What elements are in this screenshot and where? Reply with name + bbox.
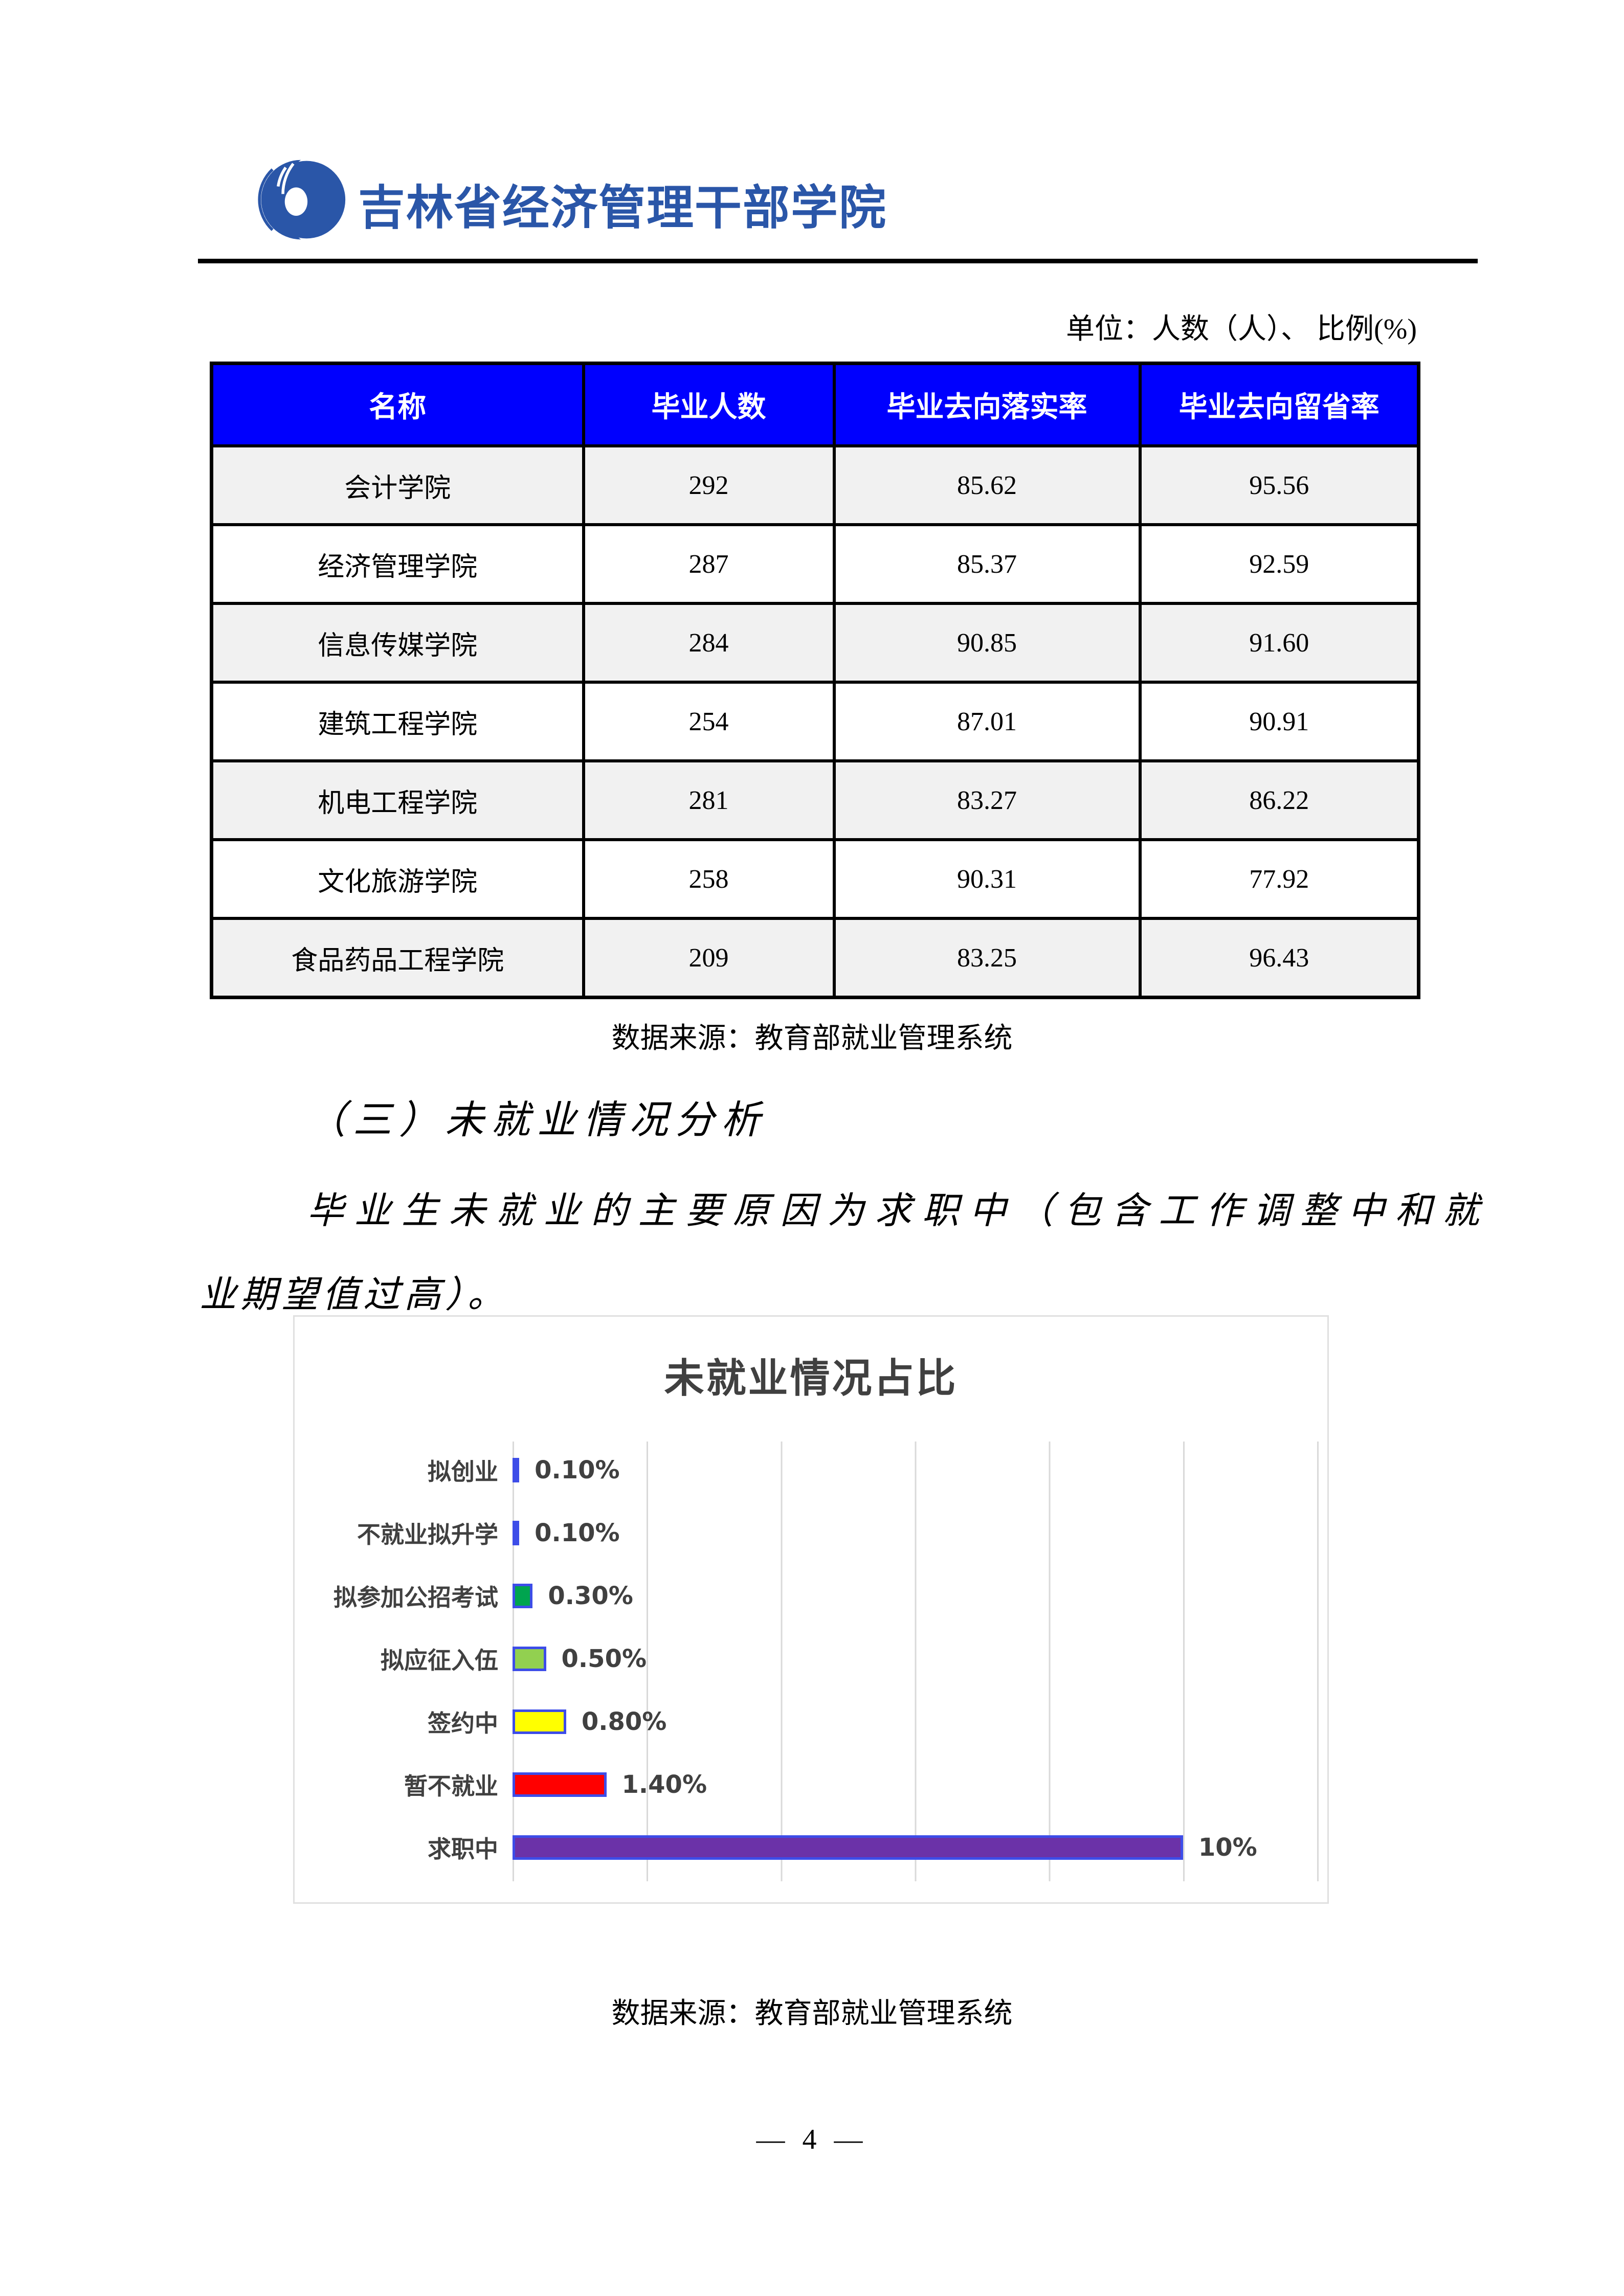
table-column-header: 毕业去向留省率 [1138, 362, 1420, 447]
table-cell: 254 [582, 681, 836, 762]
paragraph-line: 毕业生未就业的主要原因为求职中（包含工作调整中和就 [307, 1190, 1479, 1231]
graduates-table: 名称 毕业人数 毕业去向落实率 毕业去向留省率 会计学院 292 85.62 95.56 经济… [210, 362, 1420, 999]
paragraph-line: 业期望值过高）。 [199, 1274, 509, 1315]
bar-category-label: 签约中 [428, 1709, 498, 1737]
table-header-row: 名称 毕业人数 毕业去向落实率 毕业去向留省率 [210, 362, 1420, 447]
table-row: 食品药品工程学院 209 83.25 96.43 [210, 917, 1420, 999]
table-cell: 建筑工程学院 [210, 681, 585, 762]
table-row: 文化旅游学院 258 90.31 77.92 [210, 838, 1420, 920]
table-row: 经济管理学院 287 85.37 92.59 [210, 523, 1420, 605]
bar-category-label: 不就业拟升学 [357, 1521, 498, 1548]
bar [513, 1772, 607, 1797]
chart-title: 未就业情况占比 [664, 1356, 958, 1402]
bar [513, 1458, 520, 1482]
unit-note: 单位：人数（人）、 比例(%) [1066, 313, 1417, 345]
bar-row-5: 签约中 0.80% [295, 1705, 666, 1738]
bar-value-label: 0.10% [535, 1456, 620, 1484]
table-row: 信息传媒学院 284 90.85 91.60 [210, 602, 1420, 684]
table-cell: 机电工程学院 [210, 759, 585, 841]
bar [513, 1835, 1183, 1860]
section-heading: （三）未就业情况分析 [307, 1099, 767, 1142]
bar-row-3: 拟参加公招考试 0.30% [295, 1580, 633, 1612]
chart-gridlines [513, 1442, 1319, 1881]
table-cell: 85.37 [832, 523, 1142, 605]
bar-row-7: 求职中 10% [295, 1831, 1257, 1864]
table-row: 建筑工程学院 254 87.01 90.91 [210, 681, 1420, 762]
table-cell: 信息传媒学院 [210, 602, 585, 684]
table-cell: 87.01 [832, 681, 1142, 762]
bar-value-label: 1.40% [621, 1770, 707, 1799]
bar [513, 1647, 546, 1671]
bar [513, 1709, 566, 1734]
table-source-note: 数据来源：教育部就业管理系统 [611, 1023, 1013, 1054]
bar-category-label: 拟参加公招考试 [333, 1584, 498, 1611]
table-cell: 85.62 [832, 444, 1142, 526]
table-column-header: 毕业人数 [582, 362, 836, 447]
table-cell: 77.92 [1138, 838, 1420, 920]
bar-value-label: 0.10% [535, 1519, 620, 1547]
bar-row-2: 不就业拟升学 0.10% [295, 1517, 620, 1549]
table-cell: 83.25 [832, 917, 1142, 999]
table-cell: 90.91 [1138, 681, 1420, 762]
bar-category-label: 求职中 [428, 1835, 498, 1863]
table-cell: 92.59 [1138, 523, 1420, 605]
table-cell: 83.27 [832, 759, 1142, 841]
table-cell: 文化旅游学院 [210, 838, 585, 920]
table-column-header: 毕业去向落实率 [832, 362, 1142, 447]
table-cell: 经济管理学院 [210, 523, 585, 605]
table-cell: 96.43 [1138, 917, 1420, 999]
table-cell: 90.31 [832, 838, 1142, 920]
table-cell: 258 [582, 838, 836, 920]
bar [513, 1521, 520, 1545]
bar-value-label: 0.30% [548, 1582, 633, 1610]
bar-category-label: 拟应征入伍 [381, 1647, 498, 1674]
table-row: 机电工程学院 281 83.27 86.22 [210, 759, 1420, 841]
bar-category-label: 拟创业 [428, 1458, 498, 1485]
chart-source-note: 数据来源：教育部就业管理系统 [611, 1998, 1013, 2030]
bar-value-label: 0.50% [561, 1645, 647, 1673]
page-number: — 4 — [756, 2124, 868, 2155]
table-cell: 284 [582, 602, 836, 684]
table-row: 会计学院 292 85.62 95.56 [210, 444, 1420, 526]
bar-row-4: 拟应征入伍 0.50% [295, 1642, 647, 1675]
table-cell: 287 [582, 523, 836, 605]
table-cell: 会计学院 [210, 444, 585, 526]
table-cell: 281 [582, 759, 836, 841]
bar [513, 1584, 533, 1608]
table-cell: 292 [582, 444, 836, 526]
table-cell: 209 [582, 917, 836, 999]
bar-value-label: 0.80% [581, 1707, 667, 1736]
bar-row-6: 暂不就业 1.40% [295, 1768, 707, 1801]
table-cell: 91.60 [1138, 602, 1420, 684]
table-cell: 90.85 [832, 602, 1142, 684]
institution-name: 吉林省经济管理干部学院 [358, 182, 887, 234]
header-divider [198, 259, 1478, 263]
unemployment-bar-chart: 未就业情况占比 拟创业 0.10% 不就业拟升学 0.10% 拟参加公招考试 0.30% 拟… [293, 1315, 1329, 1904]
table-cell: 食品药品工程学院 [210, 917, 585, 999]
table-cell: 95.56 [1138, 444, 1420, 526]
college-logo-icon [258, 160, 346, 240]
bar-category-label: 暂不就业 [404, 1772, 498, 1800]
table-column-header: 名称 [210, 362, 585, 447]
bar-row-1: 拟创业 0.10% [295, 1454, 620, 1487]
table-cell: 86.22 [1138, 759, 1420, 841]
bar-value-label: 10% [1198, 1833, 1257, 1862]
